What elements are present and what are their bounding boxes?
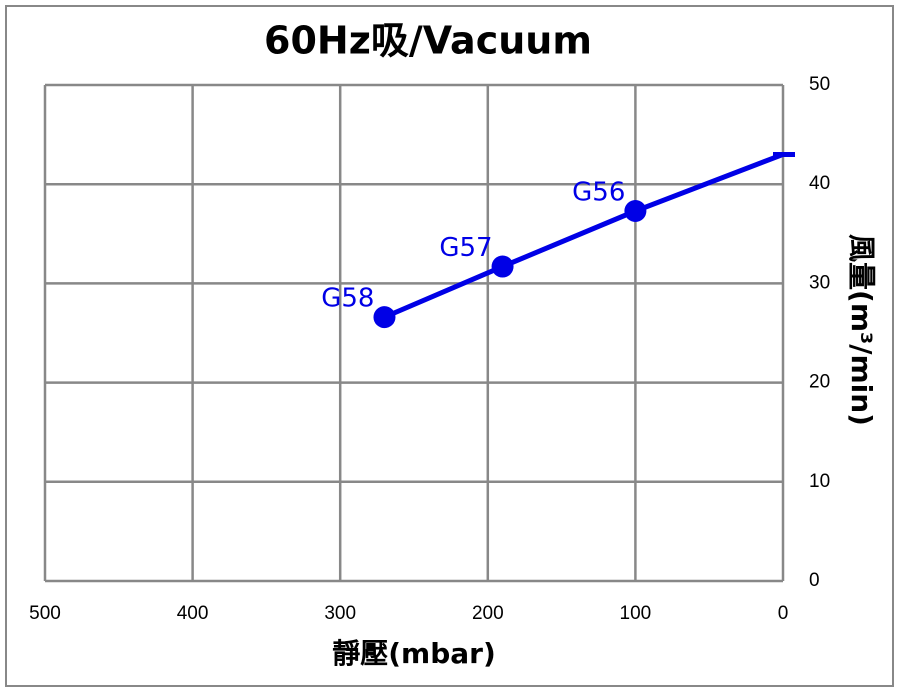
- x-tick-label: 300: [324, 603, 356, 624]
- data-point: [373, 306, 396, 329]
- data-point: [624, 199, 647, 222]
- y-tick-label: 0: [809, 570, 820, 591]
- y-tick-label: 50: [809, 74, 830, 95]
- point-label: G57: [439, 233, 492, 263]
- y-tick-label: 40: [809, 173, 830, 194]
- y-tick-label: 30: [809, 272, 830, 293]
- x-axis-label: 靜壓(mbar): [332, 637, 496, 670]
- y-tick-label: 20: [809, 372, 830, 393]
- chart-title: 60Hz吸/Vacuum: [264, 19, 592, 63]
- x-tick-label: 0: [778, 603, 789, 624]
- y-axis-label: 風量(m³/min): [845, 234, 878, 426]
- point-label: G56: [572, 177, 625, 207]
- x-tick-label: 400: [177, 603, 209, 624]
- x-tick-label: 100: [620, 603, 652, 624]
- x-tick-label: 500: [29, 603, 61, 624]
- point-label: G58: [321, 284, 374, 314]
- x-tick-label: 200: [472, 603, 504, 624]
- y-tick-label: 10: [809, 471, 830, 492]
- data-line: [383, 152, 784, 320]
- data-point: [491, 255, 514, 278]
- chart-frame: [5, 5, 894, 687]
